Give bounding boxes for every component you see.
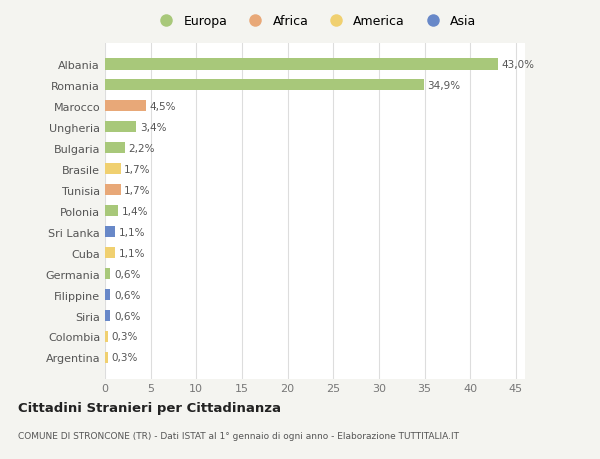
Text: 4,5%: 4,5% <box>150 101 176 112</box>
Bar <box>105 352 108 364</box>
Bar <box>105 143 125 154</box>
Text: COMUNE DI STRONCONE (TR) - Dati ISTAT al 1° gennaio di ogni anno - Elaborazione : COMUNE DI STRONCONE (TR) - Dati ISTAT al… <box>18 431 459 440</box>
Bar <box>105 205 118 217</box>
Legend: Europa, Africa, America, Asia: Europa, Africa, America, Asia <box>151 13 479 31</box>
Bar <box>105 80 424 91</box>
Text: 0,3%: 0,3% <box>112 332 138 342</box>
Text: 1,7%: 1,7% <box>124 185 151 195</box>
Text: Cittadini Stranieri per Cittadinanza: Cittadini Stranieri per Cittadinanza <box>18 401 281 414</box>
Text: 34,9%: 34,9% <box>427 80 460 90</box>
Bar <box>105 268 110 280</box>
Text: 1,1%: 1,1% <box>119 227 145 237</box>
Bar <box>105 247 115 259</box>
Bar <box>105 122 136 133</box>
Bar <box>105 163 121 175</box>
Bar <box>105 101 146 112</box>
Text: 0,3%: 0,3% <box>112 353 138 363</box>
Bar <box>105 226 115 238</box>
Text: 0,6%: 0,6% <box>114 311 140 321</box>
Bar <box>105 185 121 196</box>
Text: 1,7%: 1,7% <box>124 164 151 174</box>
Text: 3,4%: 3,4% <box>140 123 166 132</box>
Text: 0,6%: 0,6% <box>114 290 140 300</box>
Bar <box>105 331 108 342</box>
Text: 43,0%: 43,0% <box>501 60 534 70</box>
Bar <box>105 289 110 301</box>
Text: 2,2%: 2,2% <box>129 143 155 153</box>
Bar <box>105 310 110 322</box>
Text: 1,4%: 1,4% <box>121 206 148 216</box>
Text: 0,6%: 0,6% <box>114 269 140 279</box>
Text: 1,1%: 1,1% <box>119 248 145 258</box>
Bar <box>105 59 497 70</box>
